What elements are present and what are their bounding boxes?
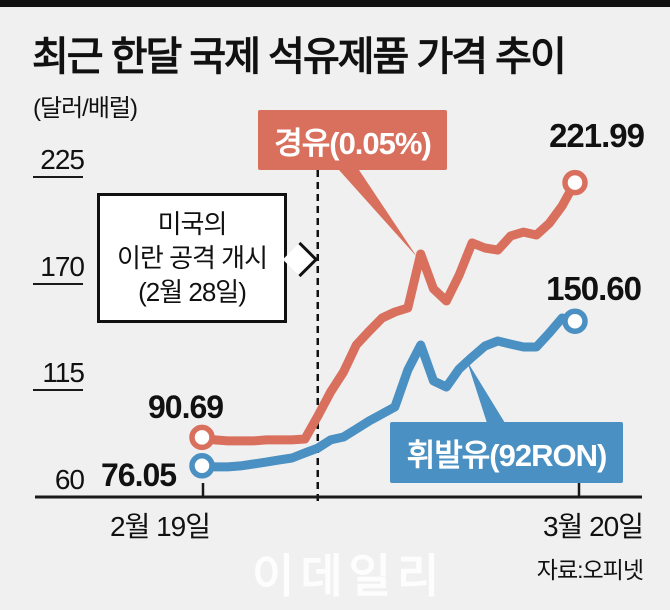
annotation-line-1: 미국의: [157, 209, 228, 239]
top-border-bar: [0, 0, 670, 7]
diesel-line: [197, 178, 580, 446]
y-axis-tick-line: [33, 175, 83, 178]
gasoline-end-marker: [562, 308, 588, 334]
annotation-line-2: 이란 공격 개시: [117, 243, 268, 273]
gasoline-end-value: 150.60: [546, 270, 642, 307]
axis-unit-label: (달러/배럴): [33, 95, 138, 122]
source-credit: 자료:오피넷: [536, 557, 644, 583]
gasoline-series-label-box: 휘발유(92RON): [390, 422, 623, 483]
gasoline-line: [197, 313, 580, 472]
gasoline-label-pointer: [467, 361, 505, 423]
edaily-watermark: 이데일리: [252, 550, 446, 602]
diesel-end-value: 221.99: [549, 117, 645, 154]
y-axis-tick-line: [33, 282, 83, 285]
y-axis-tick-label: 115: [42, 357, 85, 389]
diesel-start-value: 90.69: [148, 389, 224, 425]
gasoline-series-label: 휘발유(92RON): [406, 438, 608, 473]
y-axis-tick-label: 225: [40, 143, 85, 175]
x-axis-end-label: 3월 20일: [542, 511, 644, 542]
diesel-series-label: 경유(0.05%): [274, 125, 432, 161]
event-annotation-box: 미국의 이란 공격 개시 (2월 28일): [97, 193, 287, 323]
annotation-line-3: (2월 28일): [138, 277, 247, 307]
diesel-start-marker: [189, 424, 215, 451]
diesel-series-label-box: 경유(0.05%): [258, 110, 447, 170]
page-title: 최근 한달 국제 석유제품 가격 추이: [32, 35, 567, 79]
y-axis-tick-label: 170: [40, 250, 85, 282]
y-axis-tick-line: [33, 389, 83, 392]
diesel-end-marker: [562, 169, 588, 196]
gasoline-start-marker: [189, 453, 215, 479]
y-axis-tick-label: 60: [54, 464, 85, 495]
x-axis-start-label: 2월 19일: [110, 511, 211, 542]
gasoline-start-value: 76.05: [101, 457, 177, 493]
diesel-label-pointer: [339, 170, 417, 257]
